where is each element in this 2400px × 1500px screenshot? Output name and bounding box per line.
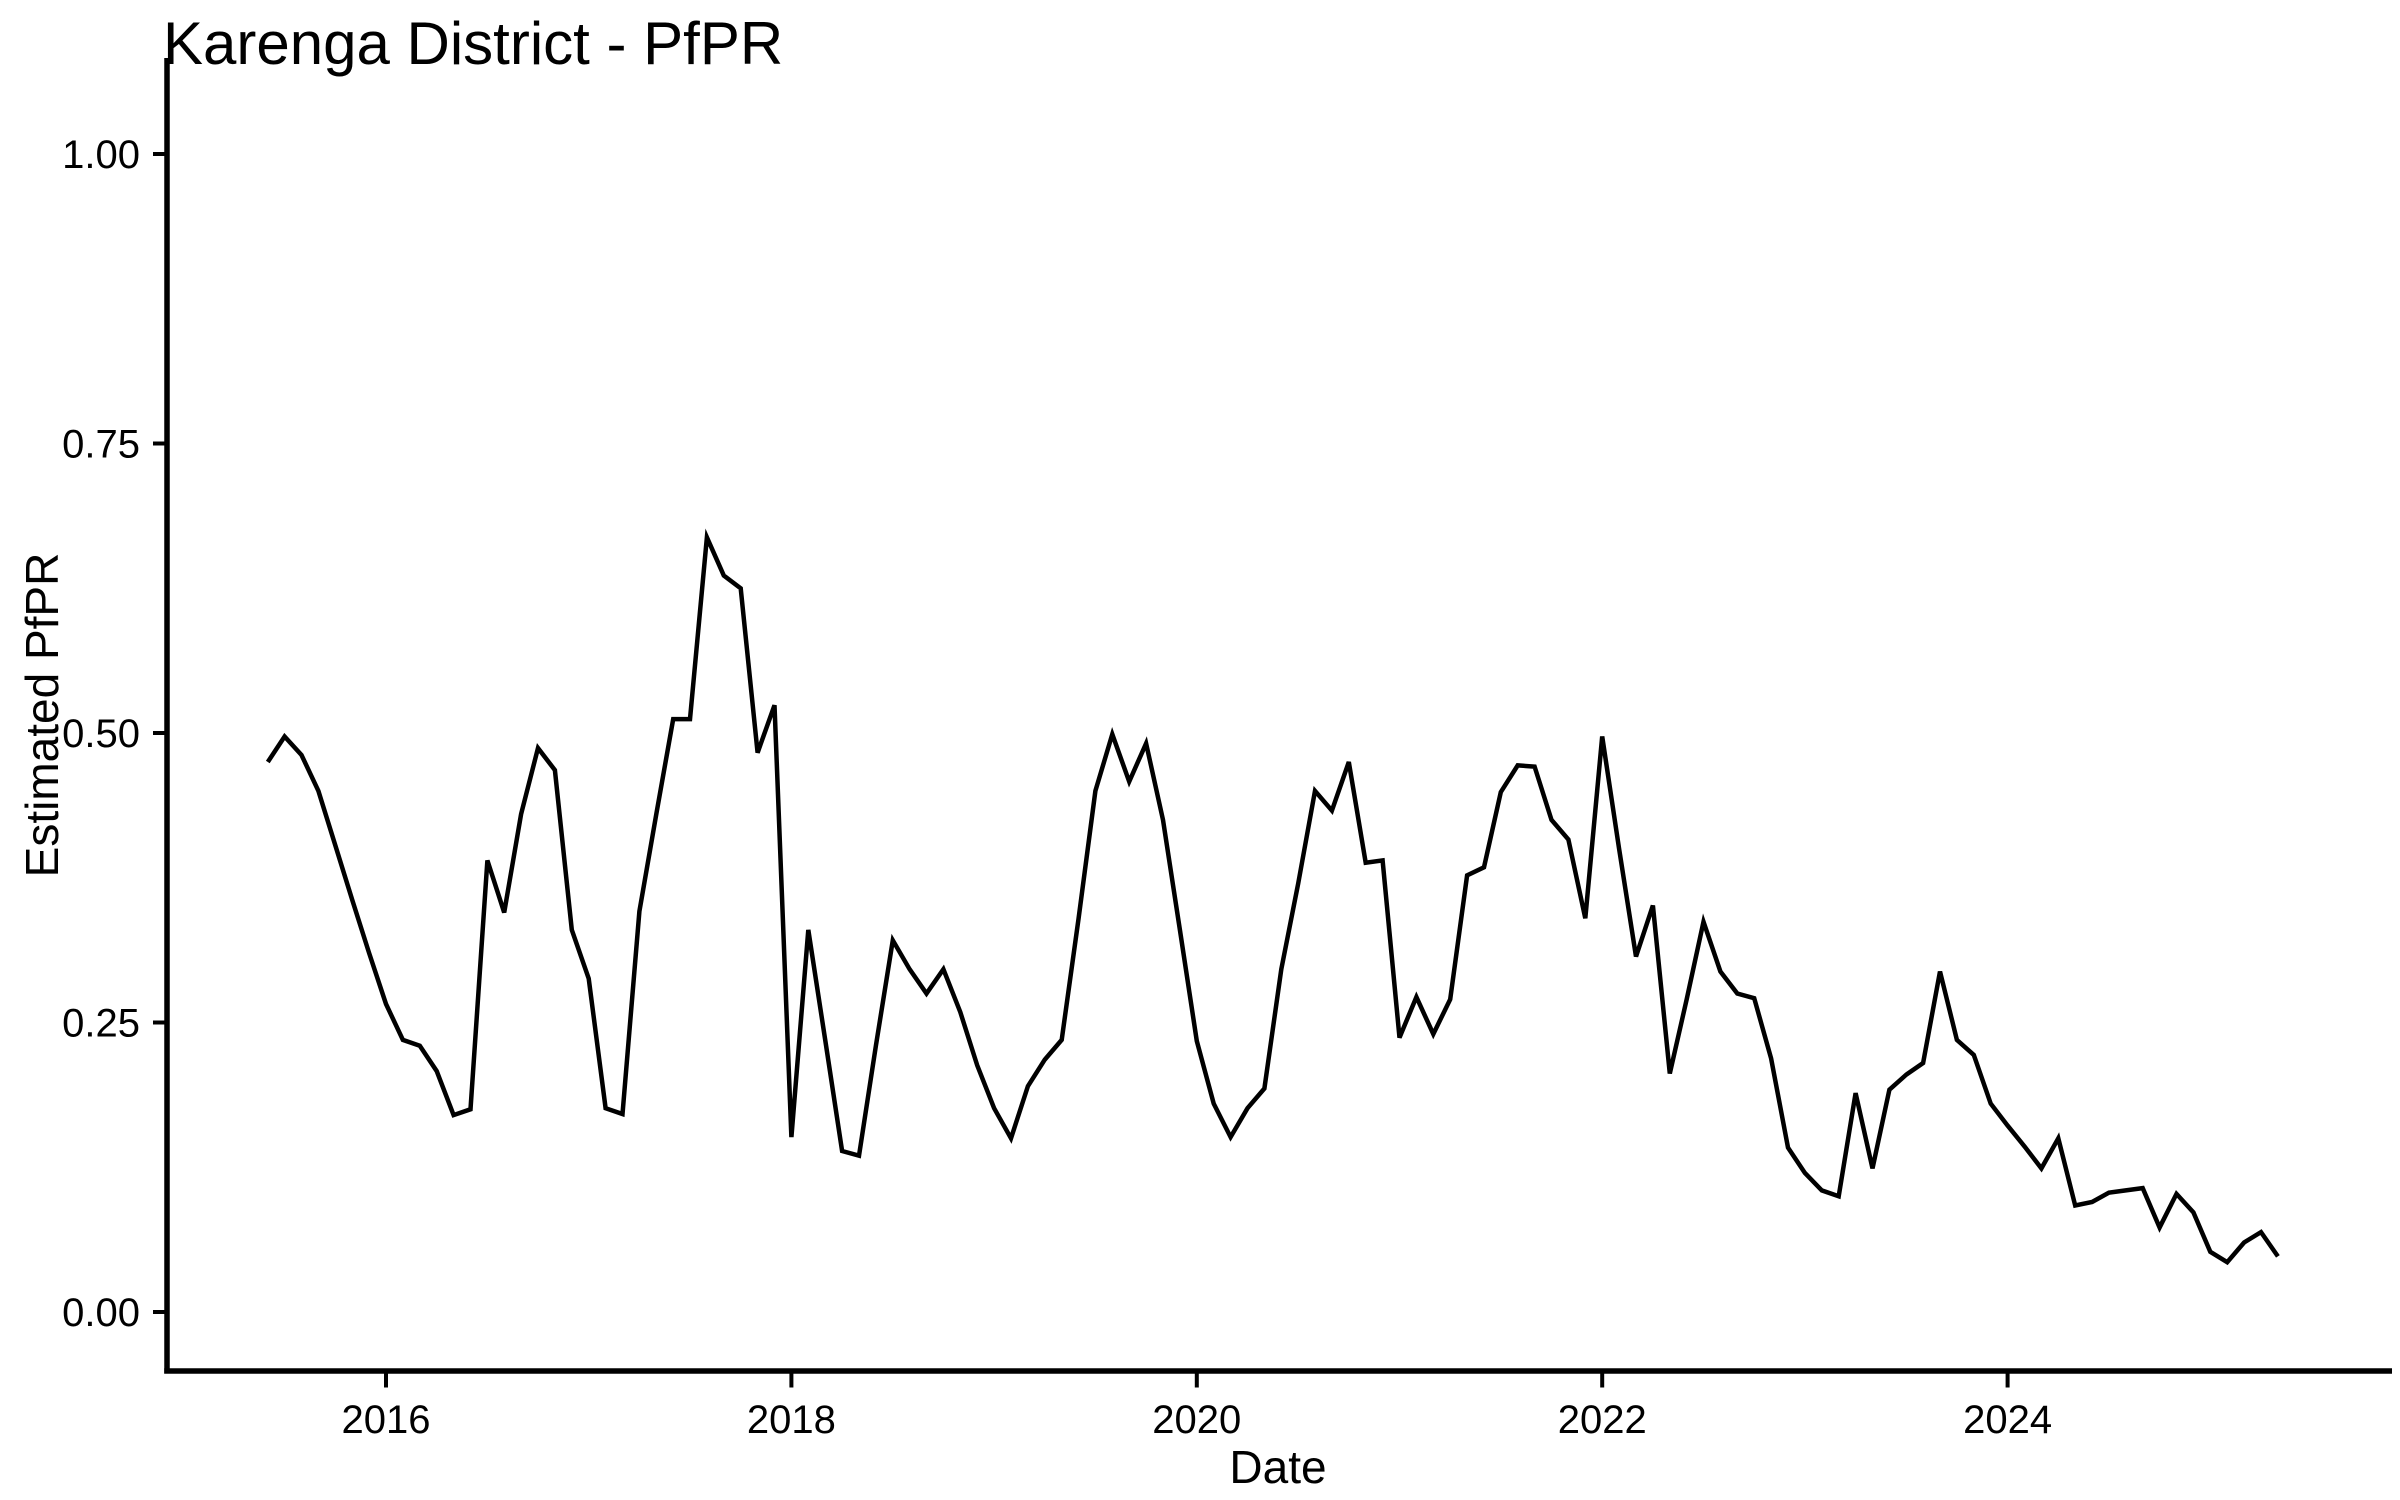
- x-tick-label: 2024: [1963, 1398, 2052, 1442]
- y-tick-label: 1.00: [62, 133, 140, 177]
- y-tick-label: 0.50: [62, 712, 140, 756]
- data-line: [265, 528, 2280, 1266]
- x-tick-label: 2016: [342, 1398, 431, 1442]
- y-tick-label: 0.25: [62, 1002, 140, 1046]
- x-tick-label: 2018: [747, 1398, 836, 1442]
- y-tick-label: 0.00: [62, 1291, 140, 1335]
- y-tick-label: 0.75: [62, 423, 140, 467]
- y-axis-title: Estimated PfPR: [16, 553, 68, 878]
- y-axis-ticks: 0.00 0.25 0.50 0.75 1.00: [62, 133, 165, 1335]
- x-axis-ticks: 2016 2018 2020 2022 2024: [342, 1373, 2052, 1442]
- x-axis-title: Date: [1229, 1441, 1326, 1493]
- x-tick-label: 2022: [1558, 1398, 1647, 1442]
- x-tick-label: 2020: [1152, 1398, 1241, 1442]
- data-series: [265, 528, 2280, 1266]
- chart-title: Karenga District - PfPR: [163, 10, 783, 77]
